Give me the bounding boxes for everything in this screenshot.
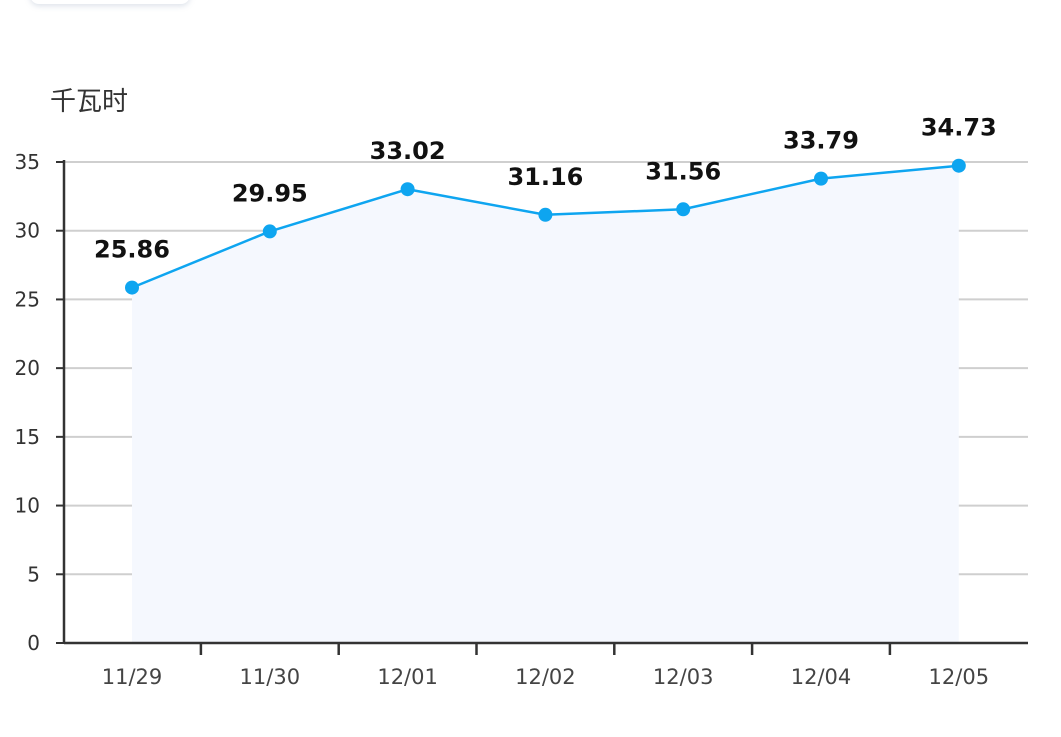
data-label: 31.56 bbox=[645, 157, 721, 185]
y-axis-unit-label: 千瓦时 bbox=[50, 87, 128, 117]
data-point bbox=[676, 202, 691, 217]
data-point bbox=[125, 280, 139, 295]
x-tick-labels: 11/29 11/30 12/01 12/02 12/03 12/04 12/05 bbox=[102, 665, 989, 689]
data-point bbox=[262, 224, 277, 239]
data-labels: 25.86 29.95 33.02 31.16 31.56 33.79 34.73 bbox=[94, 114, 997, 264]
data-label: 31.16 bbox=[507, 163, 583, 191]
y-tick-label: 5 bbox=[27, 562, 40, 586]
data-point bbox=[400, 182, 415, 197]
top-tab-shadow bbox=[30, 0, 190, 4]
x-tick-label: 12/02 bbox=[515, 665, 576, 689]
area-fill-path bbox=[132, 165, 959, 643]
y-tick-label: 15 bbox=[15, 425, 40, 449]
y-tick-label: 20 bbox=[15, 356, 40, 380]
data-points bbox=[125, 158, 966, 295]
x-tick-label: 12/03 bbox=[653, 665, 714, 689]
y-tick-label: 0 bbox=[27, 631, 40, 655]
data-point bbox=[814, 171, 828, 186]
axes bbox=[56, 160, 1028, 655]
data-label: 34.73 bbox=[921, 114, 997, 142]
y-tick-label: 30 bbox=[15, 219, 40, 243]
y-tick-label: 25 bbox=[15, 287, 40, 311]
x-tick-label: 11/30 bbox=[240, 665, 301, 689]
data-label: 25.86 bbox=[94, 236, 170, 264]
y-tick-label: 10 bbox=[15, 494, 40, 518]
data-label: 33.02 bbox=[370, 137, 446, 165]
x-tick-label: 11/29 bbox=[102, 665, 163, 689]
data-label: 29.95 bbox=[232, 179, 308, 207]
data-point bbox=[951, 158, 966, 173]
y-tick-labels: 0 5 10 15 20 25 30 35 bbox=[15, 150, 40, 655]
data-label: 33.79 bbox=[783, 127, 859, 155]
data-point bbox=[538, 207, 553, 222]
x-tick-label: 12/05 bbox=[929, 665, 990, 689]
y-tick-label: 35 bbox=[15, 150, 40, 174]
x-tick-label: 12/04 bbox=[791, 665, 852, 689]
x-tick-label: 12/01 bbox=[377, 665, 438, 689]
area-fill bbox=[132, 165, 959, 643]
